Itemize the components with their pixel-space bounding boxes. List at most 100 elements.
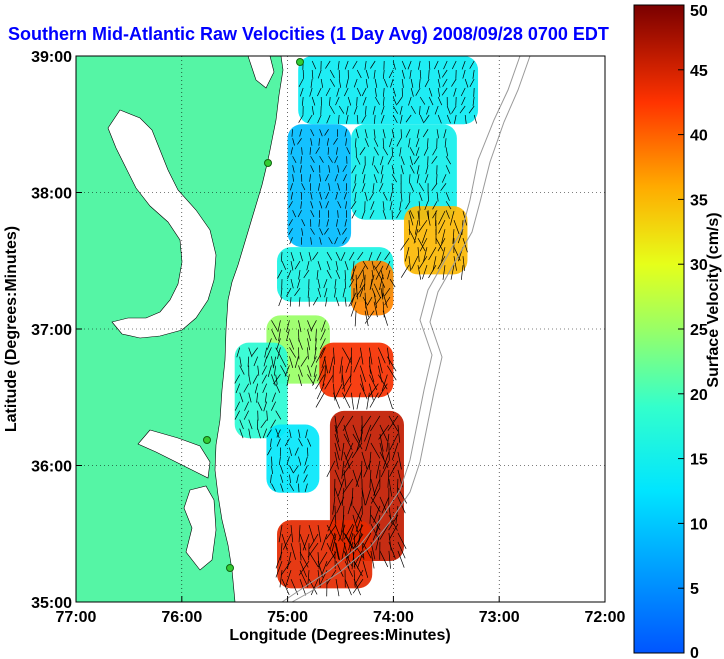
velocity-vector [298,456,302,465]
velocity-vector [248,428,251,439]
velocity-vector [319,192,322,200]
velocity-vector [361,87,367,97]
velocity-vector [343,192,347,200]
velocity-vector [320,560,328,578]
velocity-vector [351,487,354,506]
shelf-contour-line [291,56,531,602]
velocity-vector [352,469,359,487]
velocity-vector [415,138,420,148]
velocity-vector [291,129,293,137]
velocity-vector [328,96,331,106]
velocity-vector [326,219,329,227]
velocity-vector [392,114,398,124]
velocity-vector [408,96,412,106]
velocity-vector [378,356,383,374]
velocity-vector [350,301,357,317]
velocity-vector [389,278,396,288]
velocity-vector [345,138,347,146]
velocity-vector [371,287,376,298]
velocity-vector [408,211,414,226]
velocity-vector [352,261,355,271]
velocity-vector [424,174,429,184]
velocity-vector [424,201,429,210]
velocity-vector [317,114,322,124]
velocity-vector [334,415,338,434]
velocity-vector [337,183,340,191]
velocity-vector [428,60,431,70]
velocity-vector [335,296,340,307]
velocity-vector [342,460,354,476]
velocity-vector [279,570,283,588]
velocity-vector [415,87,421,96]
velocity-vector [368,356,371,374]
velocity-vector [300,201,302,209]
velocity-vector [336,496,345,514]
velocity-vector [280,560,292,576]
velocity-vector [376,251,382,261]
velocity-vector [298,78,304,88]
velocity-vector [431,156,438,164]
velocity-vector [317,69,322,79]
velocity-vector [418,255,428,269]
velocity-vector [365,433,372,452]
velocity-vector [266,338,272,350]
velocity-vector [419,105,421,115]
velocity-vector [381,105,385,115]
velocity-vector [365,487,372,506]
velocity-vector [389,138,393,148]
velocity-vector [263,401,268,412]
velocity-vector [392,60,396,70]
velocity-vector [299,578,307,596]
velocity-vector [356,114,359,124]
velocity-vector [312,374,317,386]
velocity-field-region [234,342,288,439]
velocity-vector [317,551,328,568]
velocity-vector [473,114,477,124]
velocity-vector [287,269,292,280]
velocity-vector [315,374,325,390]
velocity-vector [437,114,442,124]
velocity-vector [315,147,320,154]
velocity-vector [340,442,345,461]
velocity-vector [297,210,302,218]
velocity-vector [280,252,283,262]
radar-site-marker [226,564,234,572]
velocity-vector [276,438,281,447]
x-tick-label: 76:00 [161,609,202,626]
velocity-vector [239,392,244,403]
velocity-vector [299,87,304,97]
velocity-vector [392,87,397,97]
velocity-vector [278,296,283,307]
velocity-vector [369,392,379,408]
velocity-vector [389,433,399,451]
velocity-vector [352,433,363,450]
velocity-vector [472,96,475,106]
velocity-vector [248,374,251,385]
velocity-vector [352,578,364,594]
velocity-vector [418,219,428,233]
velocity-vector [308,533,319,550]
velocity-vector [252,374,259,384]
velocity-vector [356,283,366,297]
velocity-vector [335,261,339,271]
velocity-vector [405,129,411,138]
velocity-vector [324,129,329,136]
velocity-vector [364,310,369,327]
velocity-vector [450,265,455,280]
velocity-vector [438,219,446,234]
velocity-vector [354,174,357,184]
velocity-vector [342,228,347,235]
velocity-vector [451,78,457,87]
velocity-vector [409,210,415,219]
velocity-vector [319,129,323,137]
velocity-vector [338,524,346,542]
velocity-vector [307,347,309,360]
velocity-vector [334,433,341,452]
velocity-vector [324,288,328,298]
velocity-vector [361,541,365,560]
velocity-vector [369,365,375,383]
velocity-vector [418,78,421,88]
velocity-vector [462,256,465,271]
velocity-vector [354,192,357,202]
velocity-vector [303,465,308,474]
